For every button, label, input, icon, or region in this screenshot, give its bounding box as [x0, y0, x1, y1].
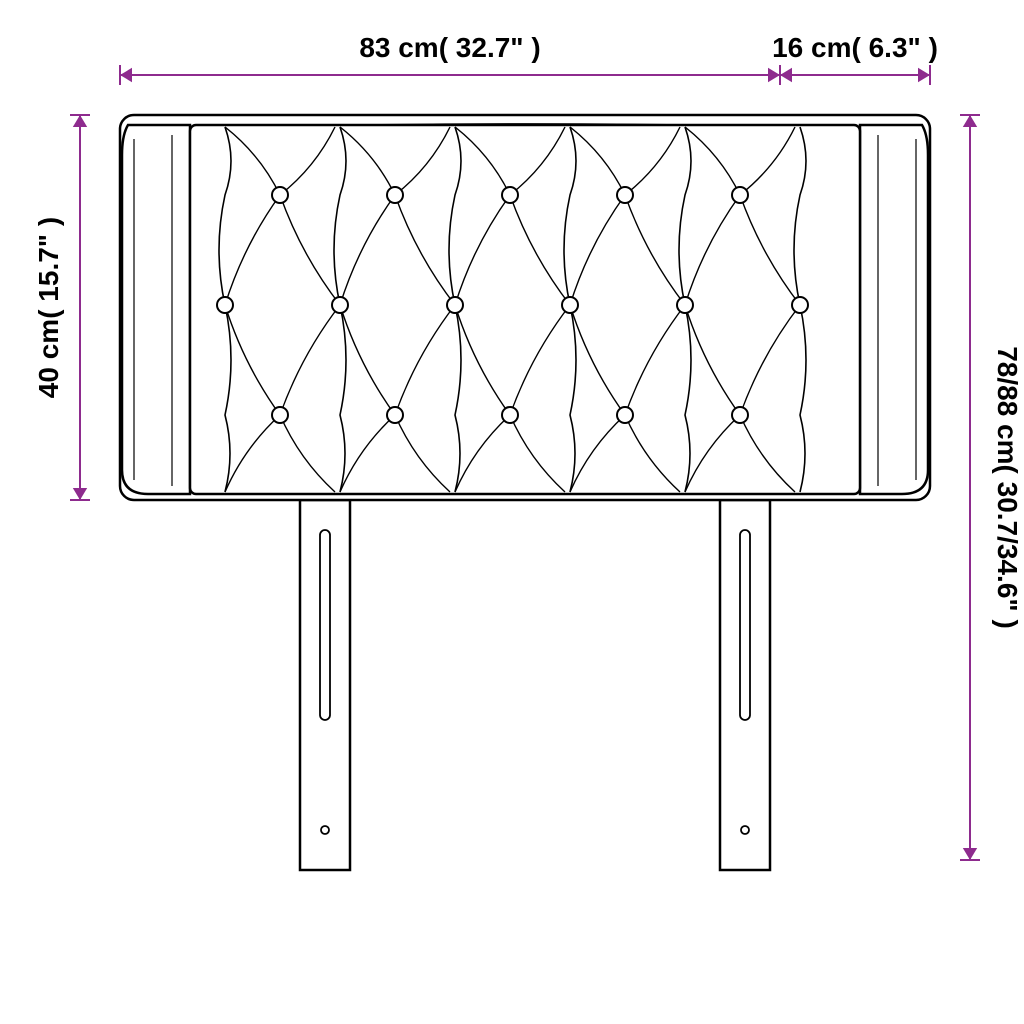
tuft-button — [387, 187, 403, 203]
tuft-button — [617, 407, 633, 423]
dim-label-height-total: 78/88 cm( 30.7/34.6" ) — [992, 346, 1023, 629]
tuft-button — [387, 407, 403, 423]
tuft-button — [732, 407, 748, 423]
tuft-button — [332, 297, 348, 313]
tufted-area — [190, 125, 860, 494]
wing-right — [860, 125, 928, 494]
tuft-button — [732, 187, 748, 203]
tuft-button — [272, 187, 288, 203]
tuft-button — [792, 297, 808, 313]
headboard-panel — [120, 115, 930, 500]
dim-label-width-main: 83 cm( 32.7" ) — [359, 32, 540, 63]
wing-left — [122, 125, 190, 494]
tuft-button — [217, 297, 233, 313]
tuft-button — [677, 297, 693, 313]
tuft-button — [502, 187, 518, 203]
tuft-button — [447, 297, 463, 313]
tuft-button — [562, 297, 578, 313]
tuft-button — [617, 187, 633, 203]
dim-label-width-side: 16 cm( 6.3" ) — [772, 32, 938, 63]
leg-slot — [740, 530, 750, 720]
tuft-button — [272, 407, 288, 423]
leg-slot — [320, 530, 330, 720]
dim-label-height-panel: 40 cm( 15.7" ) — [33, 217, 64, 398]
tuft-button — [502, 407, 518, 423]
